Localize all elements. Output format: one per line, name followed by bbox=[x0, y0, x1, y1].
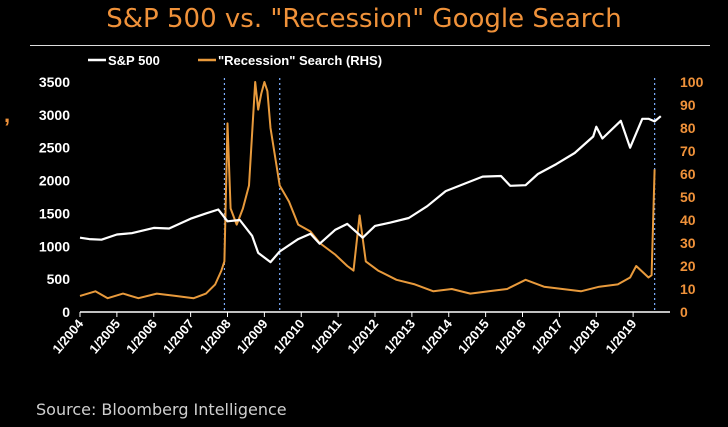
right-tick-label: 30 bbox=[680, 235, 696, 251]
sp500-line bbox=[79, 115, 662, 264]
x-tick-label: 1/2005 bbox=[86, 316, 123, 356]
x-axis: 1/2004 1/2005 1/2006 1/2007 1/2008 1/2009 1/20… bbox=[49, 312, 639, 356]
edge-mark: , bbox=[4, 102, 11, 127]
x-tick-label: 1/2015 bbox=[455, 316, 492, 356]
right-tick-label: 10 bbox=[680, 281, 696, 297]
left-tick-label: 1000 bbox=[39, 238, 70, 254]
left-tick-label: 1500 bbox=[39, 205, 70, 221]
right-tick-label: 40 bbox=[680, 212, 696, 228]
x-tick-label: 1/2006 bbox=[123, 316, 160, 356]
right-tick-label: 100 bbox=[680, 74, 704, 90]
x-tick-label: 1/2019 bbox=[602, 316, 639, 356]
x-tick-label: 1/2007 bbox=[160, 316, 197, 356]
right-tick-label: 60 bbox=[680, 166, 696, 182]
left-tick-label: 2000 bbox=[39, 173, 70, 189]
left-axis: 0 500 1000 1500 2000 2500 3000 3500 bbox=[39, 74, 70, 320]
right-tick-label: 0 bbox=[680, 304, 688, 320]
chart-title: S&P 500 vs. "Recession" Google Search bbox=[106, 4, 622, 34]
right-tick-label: 70 bbox=[680, 143, 696, 159]
x-tick-label: 1/2014 bbox=[418, 316, 456, 357]
legend: S&P 500 "Recession" Search (RHS) bbox=[88, 53, 382, 68]
x-tick-label: 1/2018 bbox=[565, 316, 602, 356]
left-tick-label: 0 bbox=[62, 304, 70, 320]
x-tick-label: 1/2017 bbox=[529, 316, 566, 356]
right-tick-label: 80 bbox=[680, 120, 696, 136]
right-tick-label: 90 bbox=[680, 97, 696, 113]
x-tick-label: 1/2004 bbox=[49, 316, 87, 357]
legend-search-label: "Recession" Search (RHS) bbox=[218, 53, 382, 68]
title-divider bbox=[30, 45, 710, 46]
series-lines bbox=[79, 81, 662, 300]
legend-sp500-label: S&P 500 bbox=[108, 53, 160, 68]
x-tick-label: 1/2013 bbox=[381, 316, 418, 356]
source-note: Source: Bloomberg Intelligence bbox=[36, 400, 287, 419]
left-tick-label: 3000 bbox=[39, 107, 70, 123]
recession-search-line bbox=[79, 81, 656, 300]
right-axis: 0 10 20 30 40 50 60 70 80 90 100 bbox=[680, 74, 704, 320]
x-tick-label: 1/2009 bbox=[234, 316, 271, 356]
left-tick-label: 3500 bbox=[39, 74, 70, 90]
x-tick-label: 1/2008 bbox=[197, 316, 234, 356]
x-tick-label: 1/2012 bbox=[344, 316, 381, 356]
x-tick-label: 1/2011 bbox=[308, 316, 345, 356]
x-tick-label: 1/2010 bbox=[270, 316, 307, 356]
left-tick-label: 500 bbox=[47, 271, 71, 287]
left-tick-label: 2500 bbox=[39, 140, 70, 156]
right-tick-label: 20 bbox=[680, 258, 696, 274]
x-tick-label: 1/2016 bbox=[492, 316, 529, 356]
right-tick-label: 50 bbox=[680, 189, 696, 205]
